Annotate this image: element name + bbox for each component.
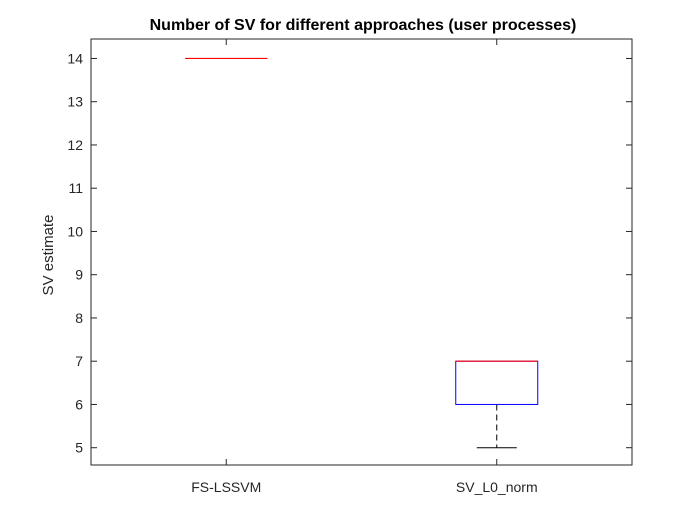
y-tick-label: 9 <box>75 267 83 283</box>
box-sv-l0-norm <box>455 360 539 449</box>
y-axis: 5 6 7 8 9 10 11 12 13 14 <box>67 50 632 456</box>
y-tick-label: 10 <box>67 223 83 239</box>
x-tick-label: FS-LSSVM <box>191 479 261 495</box>
boxes-group <box>185 57 539 449</box>
y-tick-label: 12 <box>67 137 83 153</box>
y-tick-label: 13 <box>67 94 83 110</box>
box-iqr <box>455 360 539 405</box>
y-tick-label: 6 <box>75 396 83 412</box>
y-axis-label: SV estimate <box>40 215 57 296</box>
y-tick-label: 8 <box>75 310 83 326</box>
plot-area-frame <box>90 38 633 466</box>
x-tick-label: SV_L0_norm <box>456 479 538 495</box>
x-axis: FS-LSSVM SV_L0_norm <box>191 39 538 495</box>
y-tick-label: 5 <box>75 440 83 456</box>
chart-title: Number of SV for different approaches (u… <box>150 17 577 34</box>
y-tick-label: 7 <box>75 353 83 369</box>
y-tick-label: 11 <box>68 180 83 196</box>
y-tick-label: 14 <box>67 50 83 66</box>
